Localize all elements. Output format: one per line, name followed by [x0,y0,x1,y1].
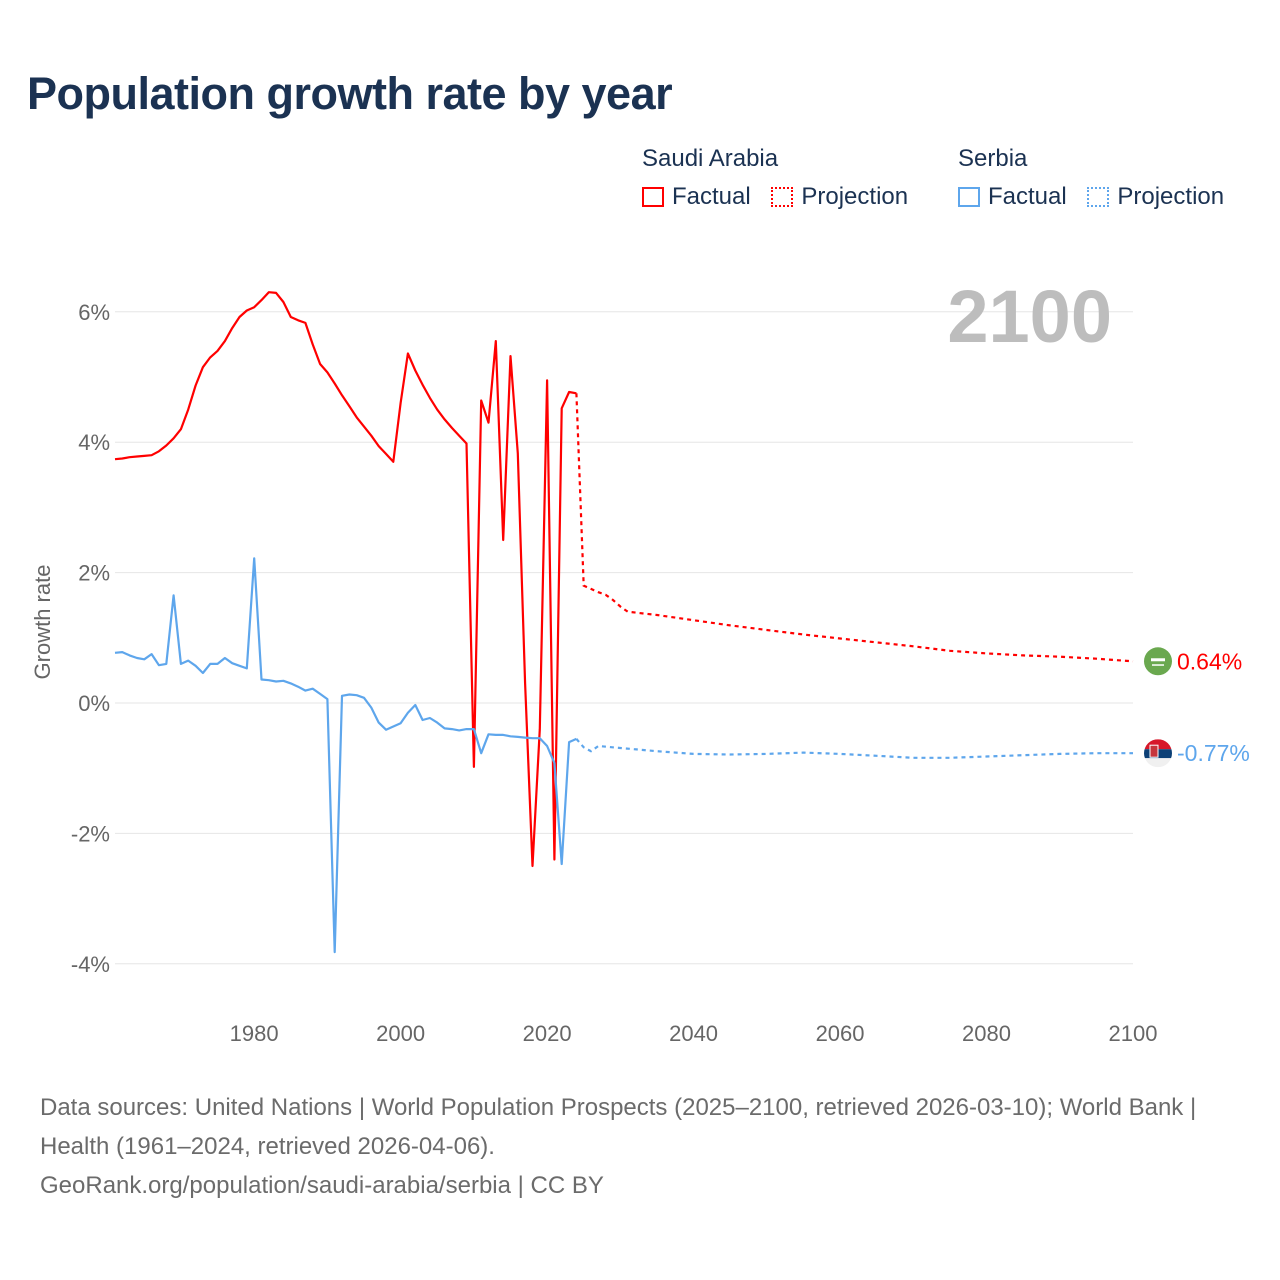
x-tick-label: 2080 [962,1021,1011,1046]
legend-item-projection[interactable]: Projection [1087,183,1224,211]
legend-label: Projection [801,183,909,210]
flag-stripe-white [1144,758,1172,768]
legend-item-factual[interactable]: Factual [958,183,1067,211]
legend-swatch [1087,187,1110,207]
y-tick-label: -2% [71,821,110,846]
y-tick-label: 0% [78,691,110,716]
y-tick-label: -4% [71,952,110,977]
legend-label: Factual [672,183,751,210]
legend-item-projection[interactable]: Projection [771,183,908,211]
end-value-label: -0.77% [1177,740,1250,766]
flag-saudi-arabia-icon [1144,647,1172,676]
flag-serbia-icon [1144,739,1172,768]
x-tick-label: 2040 [669,1021,718,1046]
end-value-label: 0.64% [1177,648,1242,674]
page-title: Population growth rate by year [27,68,673,119]
legend-item-factual[interactable]: Factual [642,183,751,211]
line-chart: 6% 4% 2% 0% -2% -4% 1980 2000 2020 2040 2060 2080 21… [30,275,1250,1046]
legend-label: Factual [988,183,1067,210]
series-line-serbia-factual [114,557,577,954]
y-tick-label: 4% [78,430,110,455]
series-line-saudi-arabia-factual [114,291,577,868]
y-tick-label: 2% [78,561,110,586]
source-link[interactable]: GeoRank.org/population/saudi-arabia/serb… [40,1172,604,1199]
legend-serbia: Serbia Factual Projection [958,145,1238,214]
x-tick-label: 1980 [230,1021,279,1046]
series-line-serbia-projection [575,738,1133,759]
x-tick-label: 2020 [523,1021,572,1046]
legend-saudi-arabia: Saudi Arabia Factual Projection [642,145,922,214]
year-overlay: 2100 [947,275,1112,358]
legend-swatch [642,187,664,207]
y-tick-label: 6% [78,300,110,325]
legend-label: Projection [1117,183,1225,210]
data-sources: Data sources: United Nations | World Pop… [40,1094,1197,1160]
x-tick-label: 2100 [1109,1021,1158,1046]
flag-coat-of-arms [1149,744,1159,758]
x-tick-label: 2000 [376,1021,425,1046]
flag-stripe-red [1144,739,1172,750]
series-line-saudi-arabia-projection [575,393,1134,663]
legend-group-name: Serbia [958,145,1028,172]
y-axis-label: Growth rate [30,565,55,680]
legend-group-name: Saudi Arabia [642,145,779,172]
legend-swatch [771,187,794,207]
legend-swatch [958,187,980,207]
flag-sword [1152,664,1164,666]
footer: Data sources: United Nations | World Pop… [40,1088,1240,1205]
x-tick-label: 2060 [816,1021,865,1046]
flag-emblem [1151,658,1165,662]
